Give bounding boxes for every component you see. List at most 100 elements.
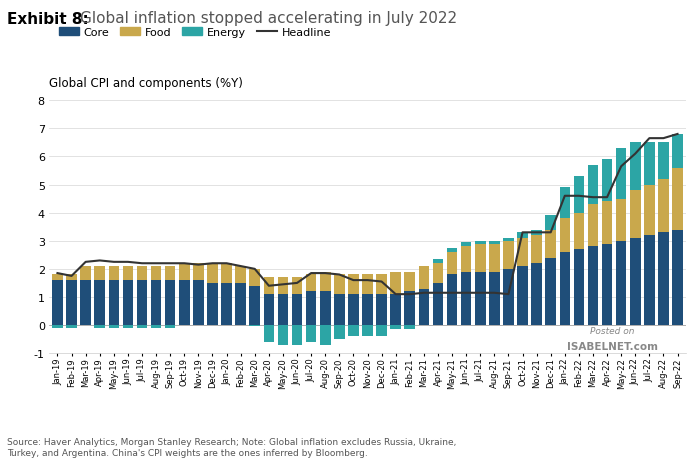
Bar — [391, 325, 401, 330]
Bar — [545, 216, 556, 230]
Bar — [278, 325, 288, 345]
Bar — [179, 280, 190, 325]
Bar — [362, 275, 373, 295]
Bar — [136, 325, 147, 328]
Bar — [179, 263, 190, 280]
Bar — [292, 278, 302, 295]
Bar — [644, 143, 654, 185]
Bar — [489, 241, 500, 244]
Bar — [320, 325, 330, 345]
Bar — [80, 280, 91, 325]
Bar — [475, 241, 486, 244]
Bar — [616, 199, 626, 241]
Bar — [52, 275, 63, 280]
Text: ISABELNET.com: ISABELNET.com — [567, 341, 658, 351]
Text: Exhibit 8:: Exhibit 8: — [7, 11, 89, 27]
Bar — [264, 278, 274, 295]
Bar — [630, 238, 640, 325]
Bar — [66, 325, 77, 328]
Bar — [503, 241, 514, 269]
Bar — [573, 213, 584, 250]
Bar — [405, 325, 415, 330]
Bar — [672, 230, 682, 325]
Bar — [249, 286, 260, 325]
Bar — [94, 267, 105, 280]
Bar — [52, 325, 63, 328]
Bar — [122, 267, 133, 280]
Bar — [559, 188, 570, 219]
Bar — [150, 325, 162, 328]
Bar — [391, 272, 401, 295]
Bar — [559, 252, 570, 325]
Text: Source: Haver Analytics, Morgan Stanley Research; Note: Global inflation exclude: Source: Haver Analytics, Morgan Stanley … — [7, 437, 456, 457]
Bar — [503, 238, 514, 241]
Bar — [573, 177, 584, 213]
Bar — [461, 247, 471, 272]
Bar — [278, 295, 288, 325]
Bar — [616, 149, 626, 199]
Bar — [461, 243, 471, 247]
Bar — [573, 250, 584, 325]
Bar — [292, 295, 302, 325]
Bar — [249, 269, 260, 286]
Bar — [433, 259, 443, 263]
Bar — [503, 269, 514, 325]
Bar — [306, 292, 316, 325]
Bar — [94, 325, 105, 328]
Bar — [545, 258, 556, 325]
Bar — [306, 275, 316, 292]
Bar — [278, 278, 288, 295]
Bar — [658, 143, 668, 179]
Bar — [362, 325, 373, 336]
Bar — [320, 272, 330, 292]
Bar — [150, 280, 162, 325]
Bar — [588, 166, 598, 205]
Text: Global inflation stopped accelerating in July 2022: Global inflation stopped accelerating in… — [80, 11, 458, 27]
Bar — [165, 267, 176, 280]
Bar — [531, 230, 542, 235]
Bar — [108, 267, 119, 280]
Bar — [461, 272, 471, 325]
Text: Global CPI and components (%Y): Global CPI and components (%Y) — [49, 77, 243, 90]
Bar — [334, 295, 344, 325]
Bar — [630, 191, 640, 238]
Bar — [108, 280, 119, 325]
Bar — [447, 275, 457, 325]
Bar — [348, 325, 358, 336]
Bar — [136, 280, 147, 325]
Bar — [475, 244, 486, 272]
Bar — [602, 202, 612, 244]
Bar — [405, 292, 415, 325]
Bar — [377, 275, 387, 295]
Bar — [489, 244, 500, 272]
Bar — [377, 295, 387, 325]
Bar — [658, 233, 668, 325]
Bar — [531, 263, 542, 325]
Bar — [221, 283, 232, 325]
Bar — [52, 280, 63, 325]
Bar — [419, 267, 429, 289]
Bar — [616, 241, 626, 325]
Bar — [122, 280, 133, 325]
Bar — [489, 272, 500, 325]
Bar — [108, 325, 119, 328]
Bar — [136, 267, 147, 280]
Bar — [517, 267, 528, 325]
Bar — [588, 247, 598, 325]
Bar — [348, 275, 358, 295]
Bar — [193, 263, 204, 280]
Bar — [235, 267, 246, 283]
Bar — [94, 280, 105, 325]
Bar — [377, 325, 387, 336]
Bar — [419, 289, 429, 325]
Bar — [672, 134, 682, 168]
Text: Posted on: Posted on — [591, 327, 635, 336]
Bar — [249, 325, 260, 327]
Bar — [447, 248, 457, 252]
Bar — [405, 272, 415, 292]
Bar — [292, 325, 302, 345]
Bar — [122, 325, 133, 328]
Bar — [475, 272, 486, 325]
Bar — [545, 230, 556, 258]
Bar — [644, 235, 654, 325]
